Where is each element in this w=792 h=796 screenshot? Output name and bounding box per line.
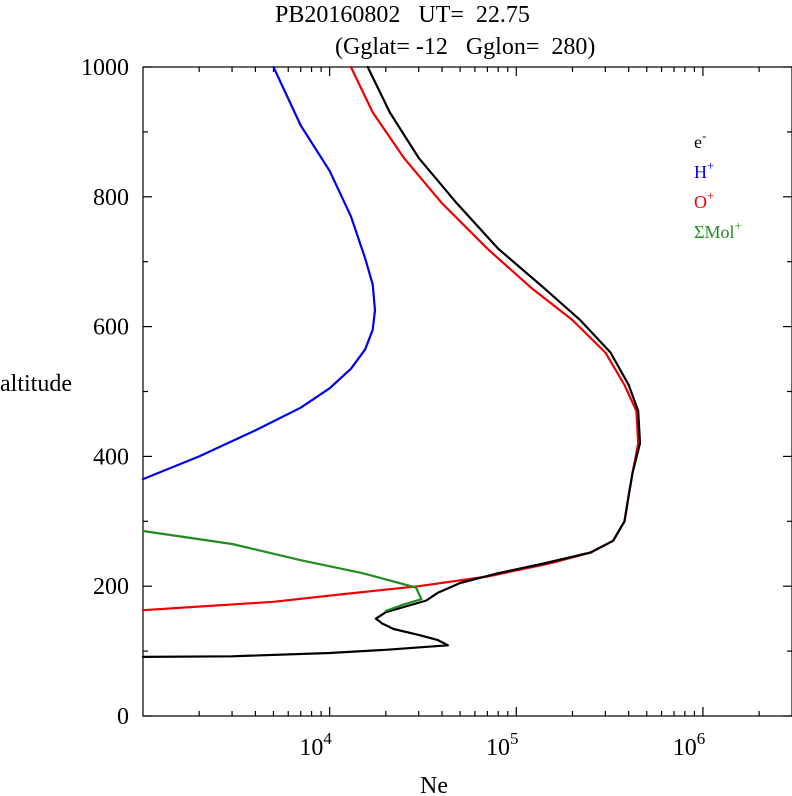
series-line [141,65,377,481]
chart-title-line2: (Gglat= -12 Gglon= 280) [335,34,595,60]
x-tick-label: 105 [486,729,519,761]
x-tick-label: 104 [299,729,332,761]
x-axis-label: Ne [420,773,448,796]
y-axis: 0 200 400 600 800 1000 [81,55,792,730]
y-tick-label: 200 [93,574,129,600]
legend-entry: O+ [694,188,714,212]
y-tick-label: 600 [93,315,129,341]
y-axis-label: altitude [0,371,72,397]
series-line [141,65,642,658]
y-tick-label: 400 [93,444,129,470]
legend-entry: e- [694,128,706,152]
legend: e- H+ O+ ΣMol+ [694,128,742,242]
y-tick-label: 800 [93,185,129,211]
series-line [141,65,640,612]
legend-entry: H+ [694,158,714,182]
y-tick-label: 1000 [81,55,129,81]
x-tick-label: 106 [673,729,706,761]
y-tick-label: 0 [117,704,129,730]
x-axis: 104 105 106 [198,67,760,761]
series-layer [141,65,642,658]
chart-title-line1: PB20160802 UT= 22.75 [275,2,530,28]
series-line [141,529,423,612]
legend-entry: ΣMol+ [694,218,742,242]
